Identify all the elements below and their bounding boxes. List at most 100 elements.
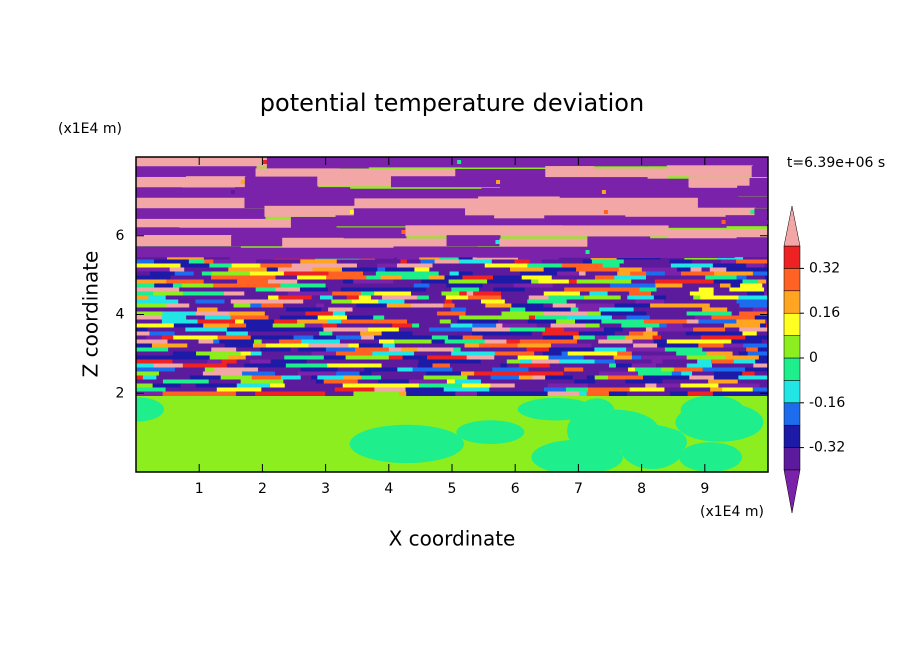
field-cell	[646, 275, 669, 280]
field-cell	[156, 307, 199, 312]
field-cell	[736, 319, 767, 324]
field-cell	[449, 271, 460, 276]
field-cell	[338, 168, 457, 180]
field-cell	[166, 279, 205, 284]
field-cell	[284, 355, 325, 360]
field-cell	[358, 343, 384, 348]
field-cell	[255, 379, 285, 384]
field-cell	[527, 263, 563, 268]
field-cell	[224, 343, 254, 348]
field-cell	[236, 383, 271, 388]
field-cell	[662, 379, 710, 384]
field-cell	[493, 218, 546, 230]
field-cell	[742, 279, 760, 284]
field-cell	[731, 311, 741, 316]
field-cell	[208, 379, 219, 384]
field-cell	[388, 347, 403, 352]
field-cell	[195, 311, 231, 316]
field-cell	[741, 391, 768, 396]
field-cell	[429, 283, 448, 288]
field-cell	[629, 331, 645, 336]
field-cell	[261, 387, 296, 392]
field-cell	[646, 271, 666, 276]
field-cell	[662, 287, 674, 292]
field-cell	[435, 343, 466, 348]
field-cell	[579, 291, 591, 296]
field-cell	[197, 307, 219, 312]
field-cell	[713, 287, 731, 292]
field-cell	[244, 363, 287, 368]
field-cell	[323, 355, 347, 360]
field-cell	[195, 299, 226, 304]
field-cell	[166, 303, 191, 308]
field-blob	[679, 442, 742, 472]
field-cell	[585, 271, 619, 276]
field-cell	[452, 299, 468, 304]
field-cell	[464, 343, 481, 348]
field-cell	[136, 371, 160, 376]
field-cell	[347, 315, 375, 320]
field-cell	[482, 335, 508, 340]
field-cell	[216, 387, 263, 392]
field-cell	[544, 327, 566, 332]
field-cell	[764, 287, 768, 292]
field-cell	[649, 238, 738, 250]
field-cell	[466, 291, 475, 296]
field-cell	[377, 267, 387, 272]
field-cell	[465, 311, 481, 316]
field-blob	[456, 420, 525, 444]
field-cell	[228, 355, 247, 360]
field-cell	[698, 343, 725, 348]
field-blob	[136, 397, 165, 422]
field-cell	[690, 267, 703, 272]
field-cell	[308, 343, 350, 348]
field-cell	[518, 255, 560, 260]
field-cell	[321, 307, 330, 312]
field-cell	[517, 355, 550, 360]
field-cell	[360, 331, 383, 336]
field-cell	[550, 323, 587, 328]
field-cell	[701, 267, 711, 272]
field-cell	[226, 327, 253, 332]
field-cell	[627, 295, 655, 300]
field-cell	[666, 339, 693, 344]
field-cell	[156, 375, 191, 380]
field-cell	[450, 319, 459, 324]
field-cell	[737, 379, 768, 384]
field-cell	[287, 291, 334, 296]
field-cell	[682, 283, 721, 288]
field-cell	[695, 315, 713, 320]
field-cell	[603, 327, 624, 332]
field-cell	[514, 259, 531, 264]
field-cell	[576, 339, 600, 344]
field-cell	[438, 271, 451, 276]
field-cell	[219, 339, 255, 344]
field-cell	[683, 303, 711, 308]
field-cell	[136, 197, 246, 209]
field-cell	[172, 355, 211, 360]
field-cell	[184, 267, 199, 272]
field-cell	[739, 327, 768, 332]
field-cell	[462, 275, 494, 280]
field-cell	[521, 275, 553, 280]
field-cell	[655, 363, 688, 368]
field-cell	[182, 291, 225, 296]
field-cell	[702, 347, 748, 352]
field-cell	[764, 291, 768, 296]
field-cell	[687, 391, 714, 396]
field-cell	[517, 343, 553, 348]
field-cell	[274, 319, 299, 324]
field-cell	[752, 307, 768, 312]
field-cell	[203, 279, 239, 284]
field-cell	[429, 331, 463, 336]
x-tick-label: 3	[321, 481, 330, 497]
field-cell	[702, 307, 729, 312]
field-cell	[680, 275, 707, 280]
field-cell	[548, 347, 596, 352]
field-cell	[136, 235, 233, 247]
field-cell	[628, 367, 636, 372]
field-cell	[587, 383, 620, 388]
field-cell	[461, 331, 474, 336]
field-cell	[377, 263, 398, 268]
field-cell	[272, 323, 306, 328]
